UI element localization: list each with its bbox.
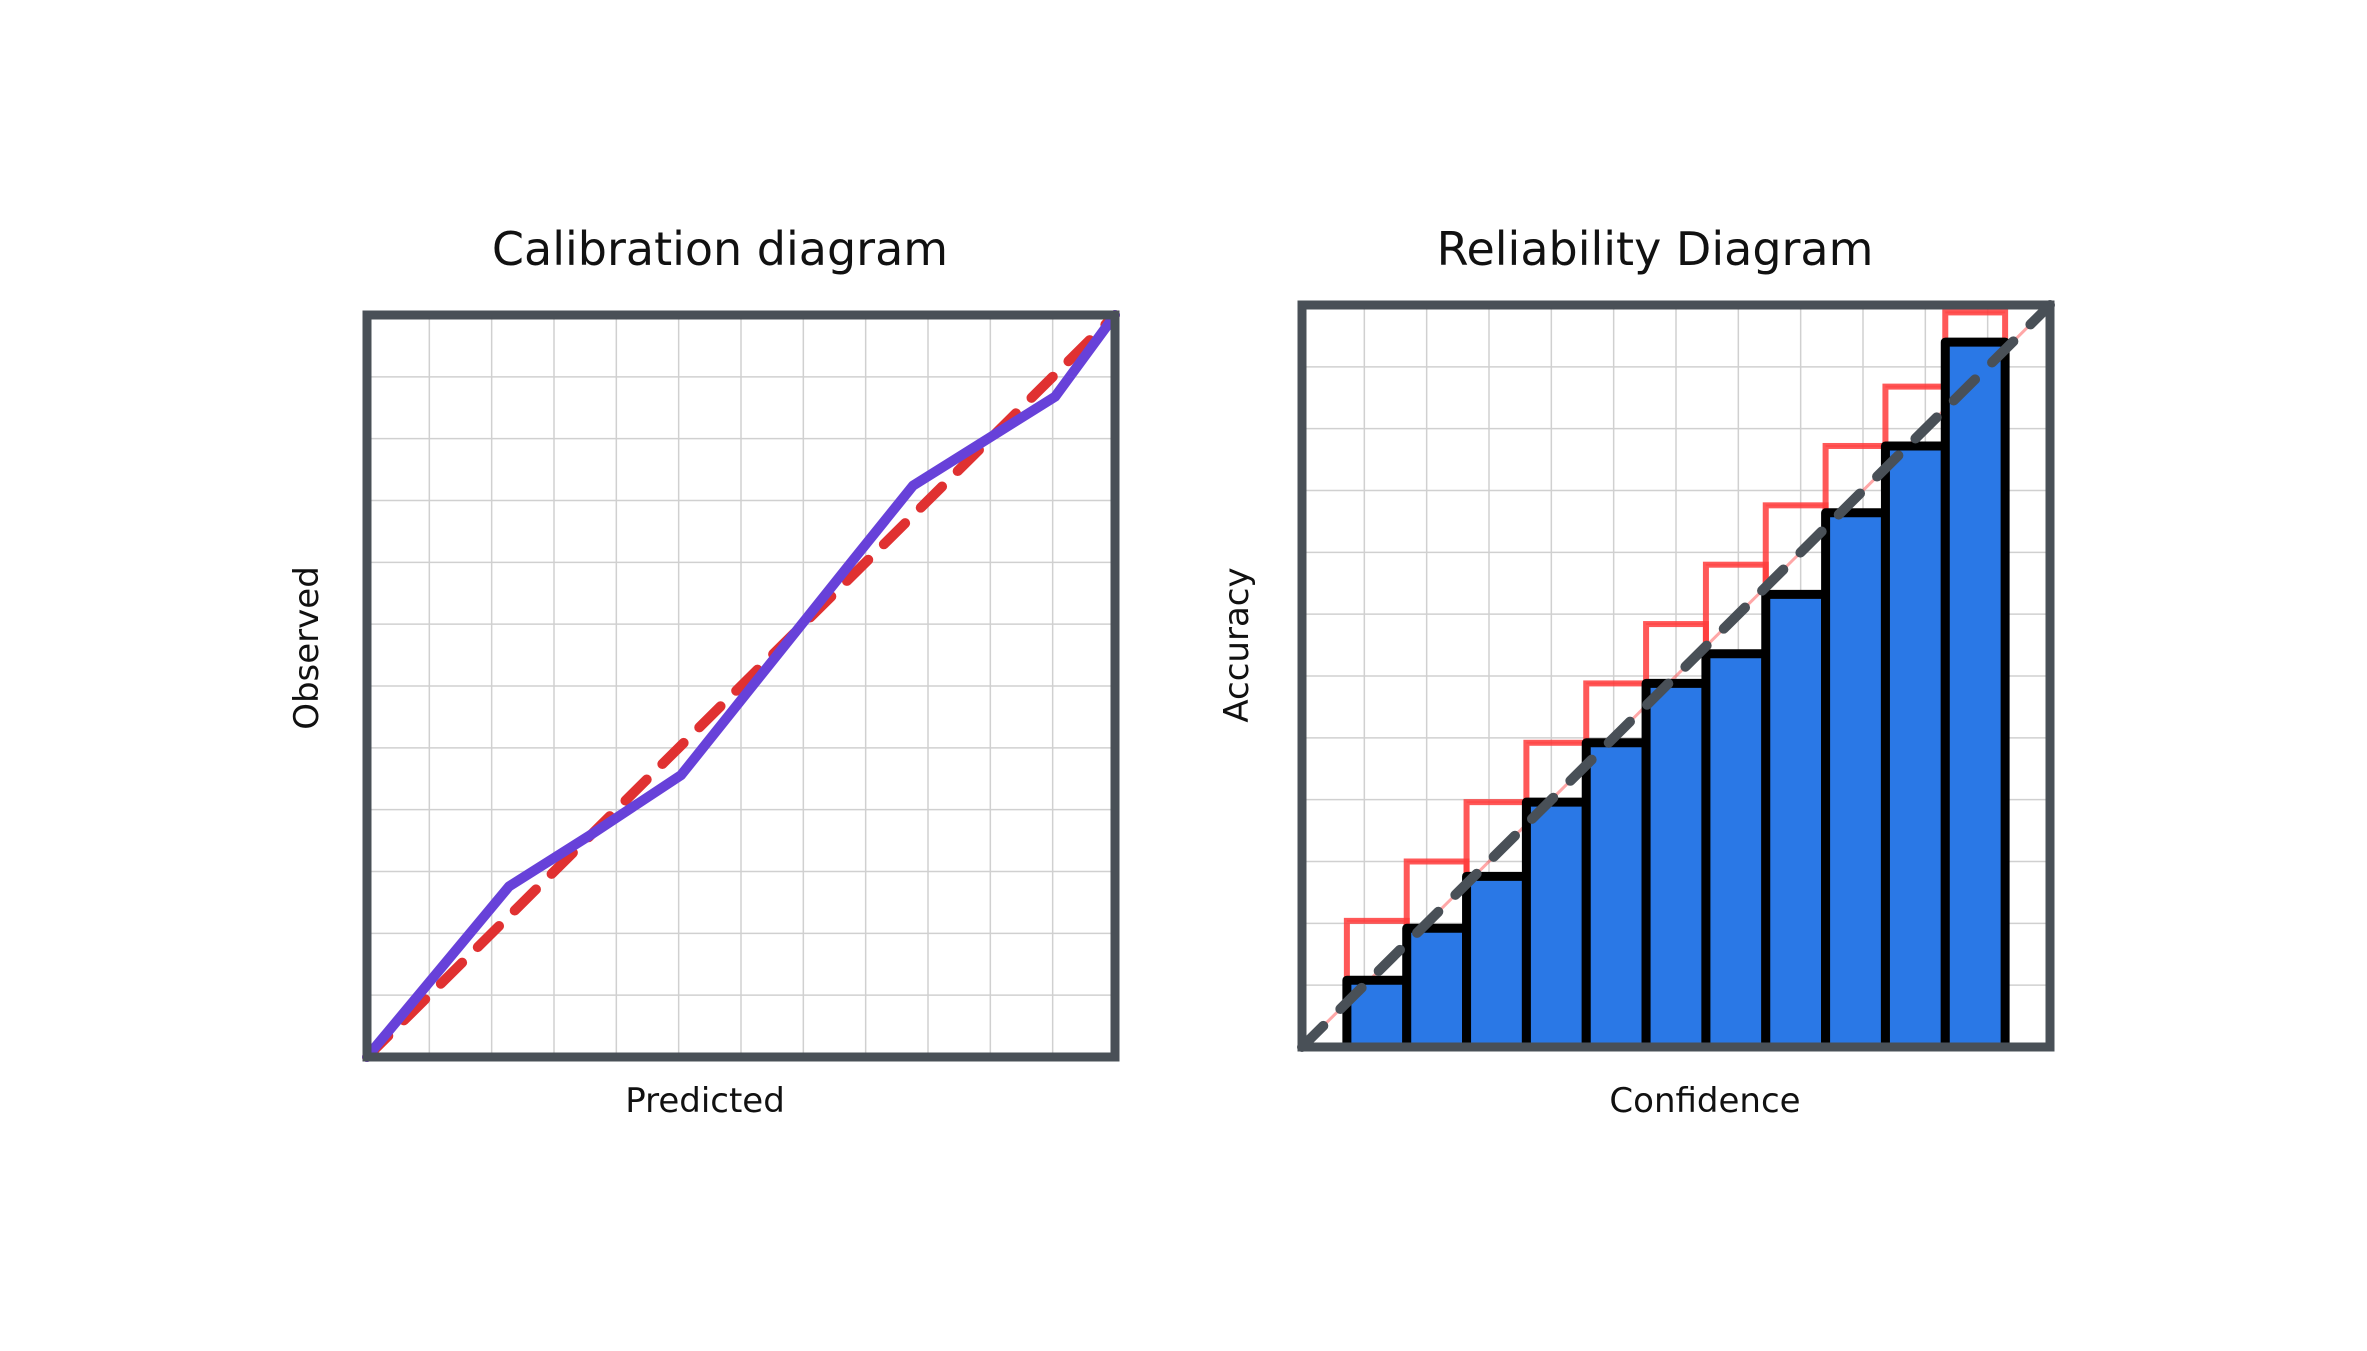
calibration-frame	[362, 310, 1120, 1062]
accuracy-bar	[1462, 871, 1531, 1052]
accuracy-bar	[1761, 589, 1831, 1052]
reliability-x-label: Confidence	[1609, 1081, 1800, 1121]
calibration-series	[362, 310, 1120, 1062]
calibration-title: Calibration diagram	[492, 222, 948, 276]
calibration-grid	[367, 315, 1115, 1057]
accuracy-bar	[1880, 441, 1950, 1052]
reliability-chart: Reliability Diagram Confidence Accuracy	[1217, 222, 2055, 1121]
calibration-chart: Calibration diagram Predicted Observed	[287, 222, 1120, 1121]
calibration-x-label: Predicted	[625, 1081, 785, 1121]
accuracy-bar	[1641, 678, 1711, 1052]
accuracy-bar	[1402, 923, 1472, 1052]
accuracy-bar	[1821, 508, 1890, 1052]
reliability-title: Reliability Diagram	[1437, 222, 1874, 276]
reliability-bars	[1342, 337, 2010, 1052]
reliability-frame	[1297, 300, 2055, 1052]
accuracy-bar	[1521, 797, 1591, 1052]
accuracy-bar	[1581, 738, 1651, 1052]
accuracy-bar	[1701, 649, 1771, 1052]
accuracy-bar	[1940, 337, 2010, 1052]
reliability-diagonal	[1297, 300, 2055, 1052]
reliability-y-label: Accuracy	[1217, 567, 1257, 722]
observed-calibration-line	[362, 310, 1120, 1062]
ideal-calibration-line	[362, 310, 1120, 1062]
calibration-y-label: Observed	[287, 566, 327, 730]
